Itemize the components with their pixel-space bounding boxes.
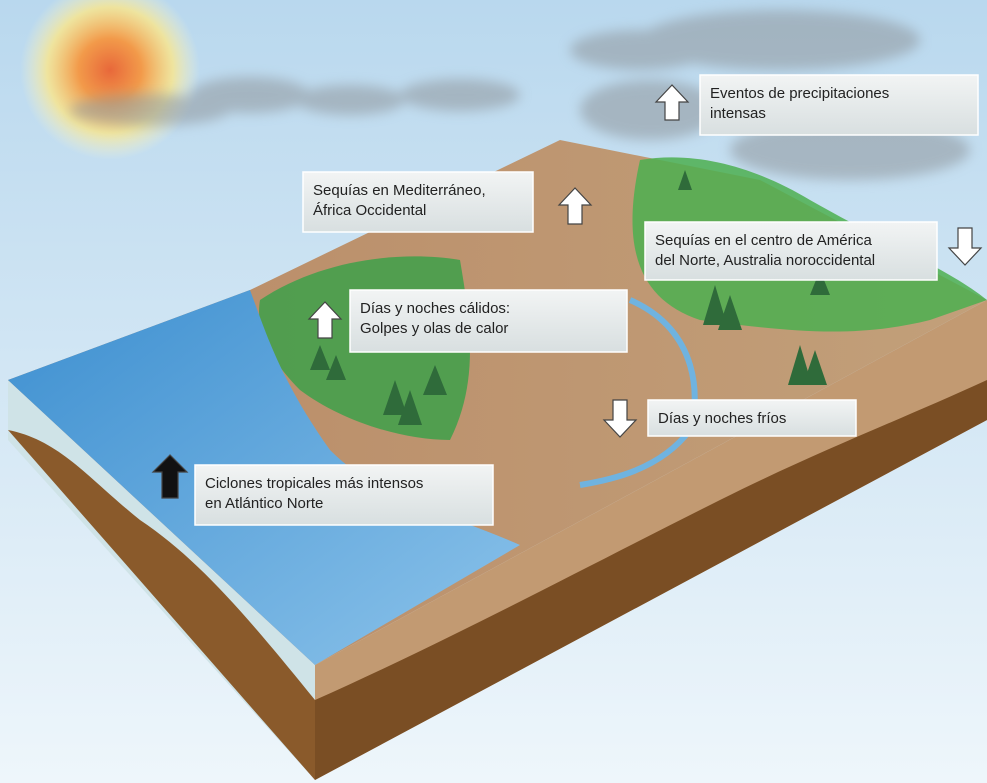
label-text: en Atlántico Norte [205, 495, 323, 512]
label-text: Eventos de precipitaciones [710, 85, 889, 102]
label-box: Días y noches cálidos: Golpes y olas de c… [349, 289, 628, 353]
label-background [349, 289, 628, 353]
soil-right [315, 380, 987, 780]
labels: Eventos de precipitaciones intensas Sequía… [194, 74, 979, 526]
label-text: del Norte, Australia noroccidental [655, 252, 875, 269]
label-box: Eventos de precipitaciones intensas [699, 74, 979, 136]
label-background [194, 464, 494, 526]
label-box: Días y noches fríos [647, 399, 857, 437]
label-text: Sequías en Mediterráneo, [313, 182, 486, 199]
label-background [644, 221, 938, 281]
label-box: Ciclones tropicales más intensos en Atlán… [194, 464, 494, 526]
label-box: Sequías en Mediterráneo, África Occidenta… [302, 171, 534, 233]
clouds [70, 10, 970, 180]
label-text: intensas [710, 105, 766, 122]
label-text: Días y noches cálidos: [360, 300, 510, 317]
arrows [151, 84, 983, 499]
label-background [699, 74, 979, 136]
label-text: Días y noches fríos [658, 410, 786, 427]
label-background [302, 171, 534, 233]
soil-left [8, 430, 315, 780]
label-text: Ciclones tropicales más intensos [205, 475, 423, 492]
label-text: Sequías en el centro de América [655, 232, 872, 249]
label-text: Golpes y olas de calor [360, 320, 508, 337]
label-background [647, 399, 857, 437]
label-text: África Occidental [313, 202, 426, 219]
trees [310, 170, 830, 425]
label-box: Sequías en el centro de América del Norte… [644, 221, 938, 281]
